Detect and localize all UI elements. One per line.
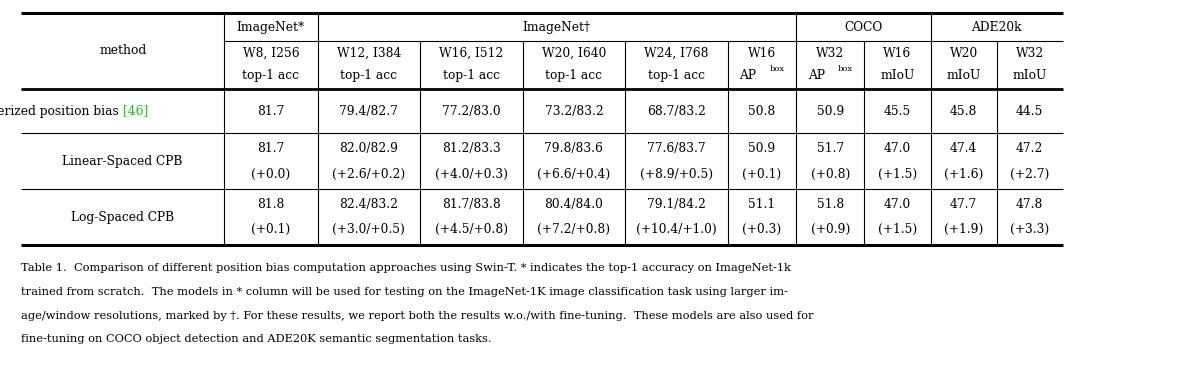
Text: (+1.5): (+1.5) <box>878 223 917 237</box>
Text: 79.4/82.7: 79.4/82.7 <box>339 104 398 118</box>
Text: (+10.4/+1.0): (+10.4/+1.0) <box>636 223 716 237</box>
Text: 73.2/83.2: 73.2/83.2 <box>545 104 603 118</box>
Text: W16: W16 <box>748 47 777 60</box>
Text: ImageNet*: ImageNet* <box>236 20 305 33</box>
Text: mIoU: mIoU <box>1013 69 1047 82</box>
Text: fine-tuning on COCO object detection and ADE20K semantic segmentation tasks.: fine-tuning on COCO object detection and… <box>21 334 492 344</box>
Text: box: box <box>838 65 853 73</box>
Text: W24, I768: W24, I768 <box>644 47 709 60</box>
Text: (+2.6/+0.2): (+2.6/+0.2) <box>332 168 405 181</box>
Text: (+1.6): (+1.6) <box>944 168 983 181</box>
Text: (+8.9/+0.5): (+8.9/+0.5) <box>639 168 713 181</box>
Text: (+3.0/+0.5): (+3.0/+0.5) <box>332 223 405 237</box>
Text: (+7.2/+0.8): (+7.2/+0.8) <box>538 223 610 237</box>
Text: top-1 acc: top-1 acc <box>648 69 704 82</box>
Text: 79.1/84.2: 79.1/84.2 <box>647 198 706 211</box>
Text: top-1 acc: top-1 acc <box>545 69 603 82</box>
Text: 82.4/83.2: 82.4/83.2 <box>339 198 398 211</box>
Text: 77.2/83.0: 77.2/83.0 <box>442 104 501 118</box>
Text: W16: W16 <box>883 47 911 60</box>
Text: 51.1: 51.1 <box>748 198 775 211</box>
Text: 80.4/84.0: 80.4/84.0 <box>545 198 603 211</box>
Text: 51.8: 51.8 <box>817 198 844 211</box>
Text: W20: W20 <box>949 47 978 60</box>
Text: top-1 acc: top-1 acc <box>242 69 299 82</box>
Text: (+0.9): (+0.9) <box>811 223 850 237</box>
Text: (+3.3): (+3.3) <box>1011 223 1050 237</box>
Text: Table 1.  Comparison of different position bias computation approaches using Swi: Table 1. Comparison of different positio… <box>21 263 791 273</box>
Text: 47.0: 47.0 <box>884 142 911 155</box>
Text: 81.7: 81.7 <box>258 104 285 118</box>
Text: (+4.0/+0.3): (+4.0/+0.3) <box>435 168 508 181</box>
Text: (+1.5): (+1.5) <box>878 168 917 181</box>
Text: 81.7/83.8: 81.7/83.8 <box>442 198 501 211</box>
Text: W8, I256: W8, I256 <box>242 47 299 60</box>
Text: Parameterized position bias: Parameterized position bias <box>0 104 123 118</box>
Text: top-1 acc: top-1 acc <box>340 69 397 82</box>
Text: (+6.6/+0.4): (+6.6/+0.4) <box>538 168 611 181</box>
Text: AP: AP <box>807 69 825 82</box>
Text: COCO: COCO <box>844 20 883 33</box>
Text: (+0.1): (+0.1) <box>252 223 291 237</box>
Text: (+0.3): (+0.3) <box>742 223 781 237</box>
Text: mIoU: mIoU <box>947 69 981 82</box>
Text: (+4.5/+0.8): (+4.5/+0.8) <box>435 223 508 237</box>
Text: 47.2: 47.2 <box>1017 142 1044 155</box>
Text: 81.7: 81.7 <box>258 142 285 155</box>
Text: 79.8/83.6: 79.8/83.6 <box>545 142 603 155</box>
Text: 47.0: 47.0 <box>884 198 911 211</box>
Text: (+0.1): (+0.1) <box>742 168 781 181</box>
Text: (+0.0): (+0.0) <box>252 168 291 181</box>
Text: (+1.9): (+1.9) <box>944 223 983 237</box>
Text: 50.9: 50.9 <box>748 142 775 155</box>
Text: 81.2/83.3: 81.2/83.3 <box>442 142 501 155</box>
Text: 81.8: 81.8 <box>258 198 285 211</box>
Text: 68.7/83.2: 68.7/83.2 <box>647 104 706 118</box>
Text: trained from scratch.  The models in * column will be used for testing on the Im: trained from scratch. The models in * co… <box>21 287 788 297</box>
Text: (+2.7): (+2.7) <box>1009 168 1050 181</box>
Text: W20, I640: W20, I640 <box>541 47 606 60</box>
Text: 82.0/82.9: 82.0/82.9 <box>339 142 398 155</box>
Text: W12, I384: W12, I384 <box>337 47 401 60</box>
Text: W32: W32 <box>816 47 844 60</box>
Text: box: box <box>769 65 785 73</box>
Text: AP: AP <box>739 69 756 82</box>
Text: 45.5: 45.5 <box>884 104 911 118</box>
Text: 47.7: 47.7 <box>950 198 978 211</box>
Text: 77.6/83.7: 77.6/83.7 <box>648 142 706 155</box>
Text: 50.9: 50.9 <box>817 104 844 118</box>
Text: 47.8: 47.8 <box>1017 198 1044 211</box>
Text: W32: W32 <box>1015 47 1044 60</box>
Text: top-1 acc: top-1 acc <box>443 69 500 82</box>
Text: 51.7: 51.7 <box>817 142 844 155</box>
Text: [46]: [46] <box>123 104 148 118</box>
Text: ImageNet†: ImageNet† <box>522 20 591 33</box>
Text: Log-Spaced CPB: Log-Spaced CPB <box>71 210 174 223</box>
Text: age/window resolutions, marked by †. For these results, we report both the resul: age/window resolutions, marked by †. For… <box>21 311 813 321</box>
Text: 44.5: 44.5 <box>1017 104 1044 118</box>
Text: 50.8: 50.8 <box>748 104 775 118</box>
Text: 45.8: 45.8 <box>950 104 978 118</box>
Text: Linear-Spaced CPB: Linear-Spaced CPB <box>63 155 183 168</box>
Text: method: method <box>99 45 147 58</box>
Text: (+0.8): (+0.8) <box>811 168 850 181</box>
Text: 47.4: 47.4 <box>950 142 978 155</box>
Text: ADE20k: ADE20k <box>972 20 1022 33</box>
Text: W16, I512: W16, I512 <box>440 47 504 60</box>
Text: mIoU: mIoU <box>881 69 915 82</box>
